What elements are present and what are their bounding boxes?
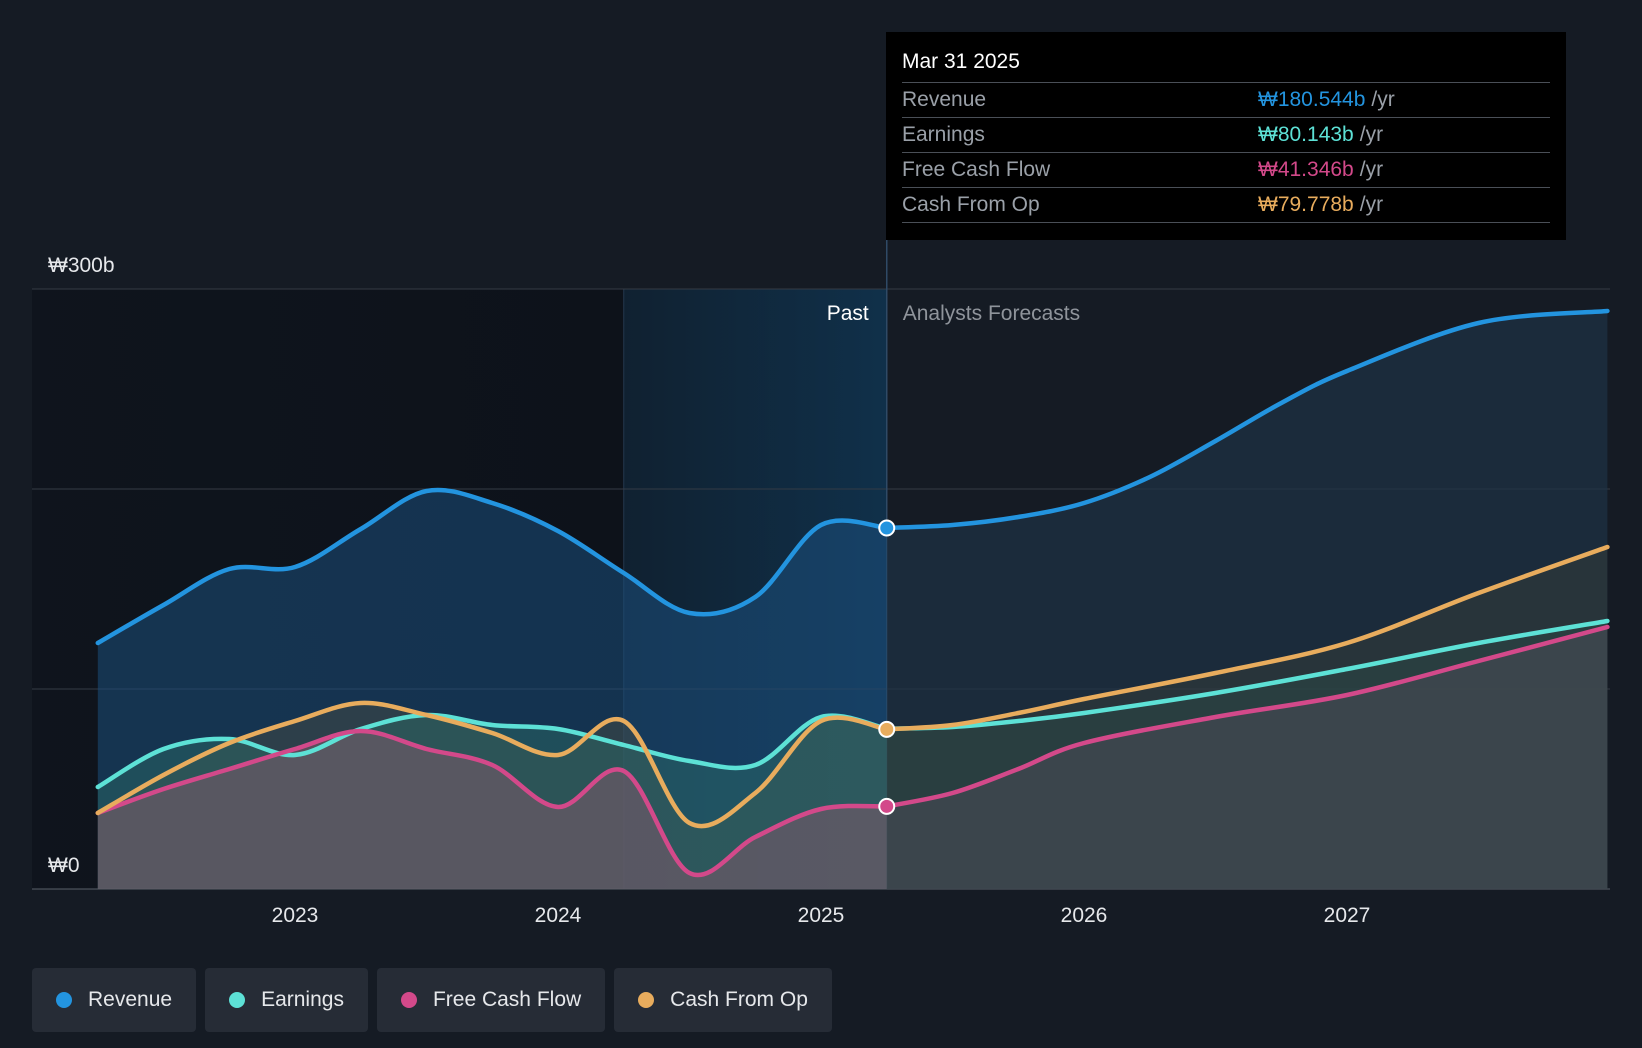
tooltip-value: ₩41.346b [1258, 158, 1354, 181]
tooltip-label: Revenue [902, 88, 987, 111]
line-free-cash-flow-forecast [884, 624, 1610, 809]
line-free-cash-flow-past [95, 728, 890, 878]
tooltip: Mar 31 2025 Revenue ₩180.544b /yr Earnin… [886, 32, 1566, 240]
tooltip-value: ₩180.544b [1258, 88, 1366, 111]
line-revenue-forecast [884, 308, 1610, 531]
legend-item-cash-from-op[interactable]: Cash From Op [614, 968, 832, 1032]
legend: Revenue Earnings Free Cash Flow Cash Fro… [32, 968, 832, 1032]
line-revenue-past [95, 487, 890, 646]
x-tick-label: 2023 [272, 904, 319, 927]
tooltip-label: Cash From Op [902, 193, 1040, 216]
tooltip-unit: /yr [1371, 88, 1395, 111]
line-earnings-past [95, 712, 890, 790]
tooltip-unit: /yr [1359, 158, 1384, 181]
tooltip-unit: /yr [1359, 123, 1384, 146]
forecast-label: Analysts Forecasts [903, 302, 1080, 325]
area-free-cash-flow-forecast [886, 627, 1608, 889]
legend-label: Earnings [261, 988, 344, 1011]
tooltip-row-revenue: Revenue ₩180.544b /yr [902, 83, 1550, 118]
legend-label: Free Cash Flow [432, 988, 582, 1011]
x-tick-label: 2025 [798, 904, 845, 927]
marker-revenue [878, 519, 896, 537]
y-axis-top-label: ₩300b [48, 254, 115, 277]
legend-item-revenue[interactable]: Revenue [32, 968, 197, 1032]
tooltip-unit: /yr [1359, 193, 1384, 216]
line-earnings-forecast [884, 618, 1610, 732]
legend-item-free-cash-flow[interactable]: Free Cash Flow [376, 968, 606, 1032]
legend-item-earnings[interactable]: Earnings [205, 968, 368, 1032]
past-label: Past [827, 302, 869, 325]
x-tick-label: 2024 [535, 904, 582, 927]
tooltip-row-cash-from-op: Cash From Op ₩79.778b /yr [902, 188, 1550, 223]
marker-free-cash-flow [878, 797, 896, 815]
legend-label: Revenue [88, 988, 173, 1011]
legend-dot-icon [229, 992, 246, 1008]
tooltip-value: ₩79.778b [1258, 193, 1354, 216]
tooltip-date: Mar 31 2025 [902, 46, 1550, 83]
legend-dot-icon [400, 992, 417, 1008]
legend-label: Cash From Op [670, 988, 808, 1011]
tooltip-label: Earnings [902, 123, 985, 146]
legend-dot-icon [56, 992, 72, 1008]
tooltip-row-earnings: Earnings ₩80.143b /yr [902, 118, 1550, 153]
tooltip-label: Free Cash Flow [902, 158, 1051, 181]
x-tick-label: 2026 [1061, 904, 1108, 927]
line-cash-from-op-forecast [884, 544, 1610, 732]
legend-dot-icon [638, 992, 655, 1008]
tooltip-row-free-cash-flow: Free Cash Flow ₩41.346b /yr [902, 153, 1550, 188]
y-axis-bottom-label: ₩0 [48, 854, 80, 877]
tooltip-value: ₩80.143b [1258, 123, 1354, 146]
marker-cash-from-op [878, 720, 896, 738]
x-tick-label: 2027 [1324, 904, 1371, 927]
area-free-cash-flow-past [97, 731, 887, 889]
line-cash-from-op-past [95, 700, 890, 829]
